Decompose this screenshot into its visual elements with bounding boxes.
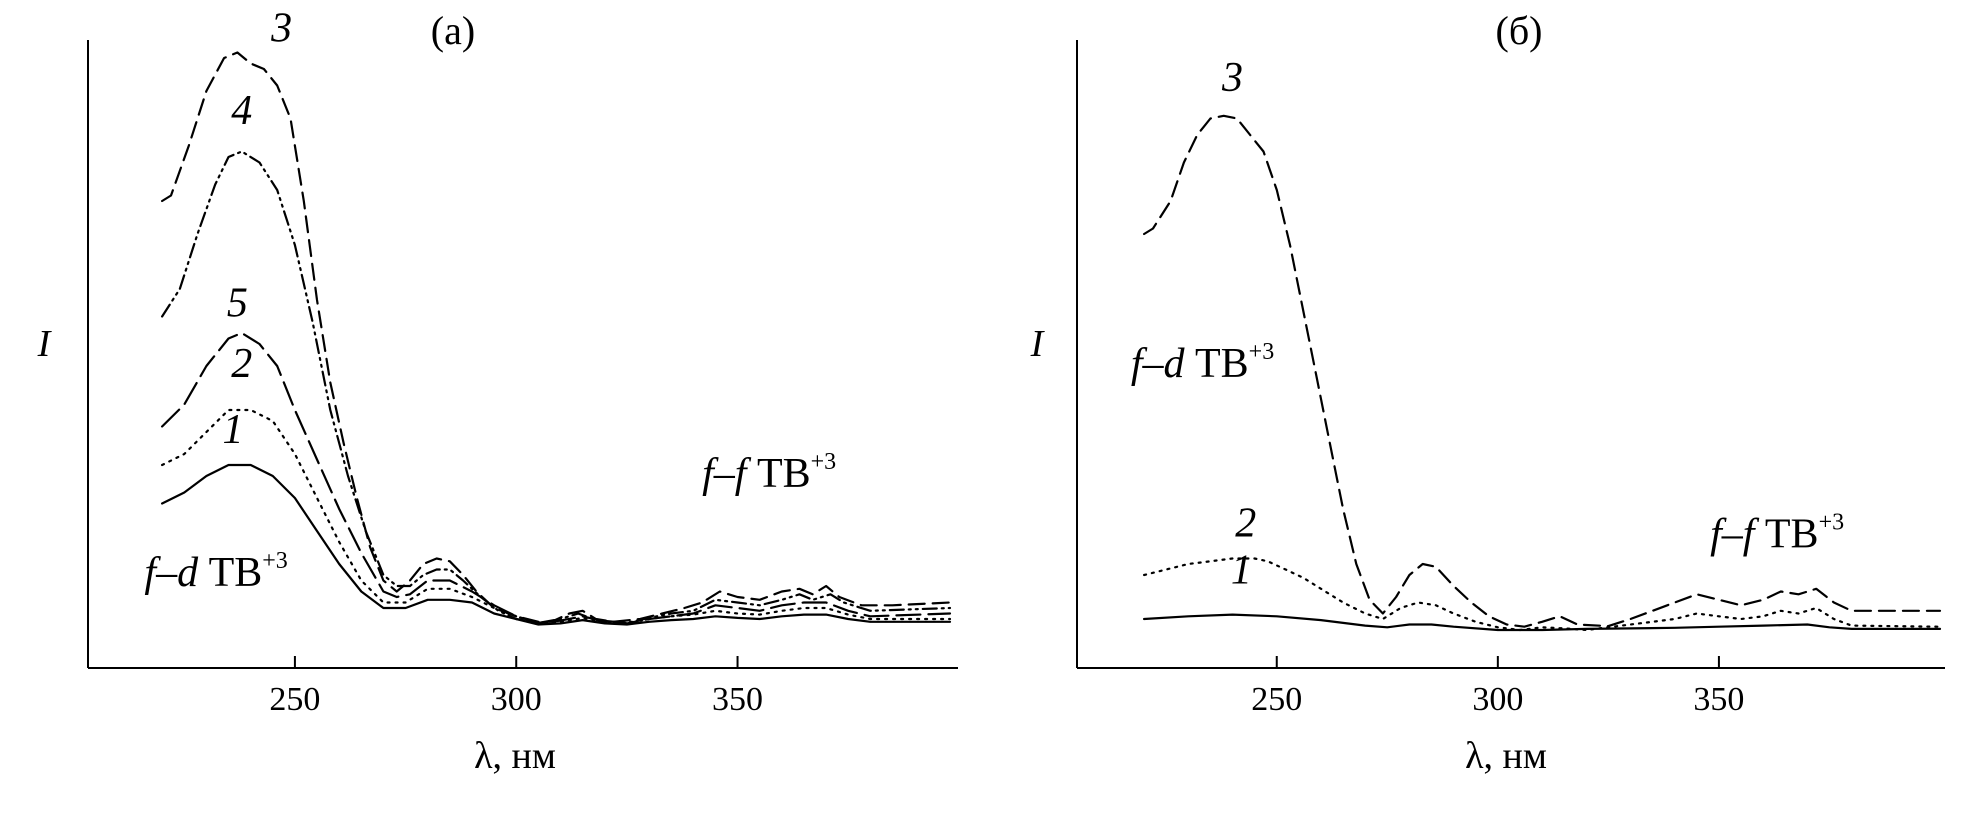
x-tick-label: 250 [269, 681, 320, 718]
series-2-line [1143, 557, 1942, 632]
panel-a-title: (а) [431, 8, 475, 53]
annotation-fd: f–d ТВ+3 [1131, 339, 1274, 387]
series-1-label: 1 [1231, 547, 1252, 593]
panel-a-curves [161, 51, 952, 626]
series-1-line [161, 463, 952, 626]
panel-a-ticks: 250 300 350 [269, 656, 763, 718]
panel-b-ticks: 250 300 350 [1251, 656, 1744, 718]
panel-b-y-label: I [1030, 323, 1046, 365]
series-3-line [1143, 114, 1942, 628]
annotation-fd: f–d ТВ+3 [144, 548, 287, 596]
series-3-line [161, 51, 952, 623]
annotation-ff: f–f ТВ+3 [702, 449, 836, 497]
series-3-label: 3 [1221, 55, 1243, 101]
panel-a-x-label: λ, нм [474, 735, 556, 777]
x-tick-label: 250 [1251, 681, 1302, 718]
series-5-label: 5 [227, 281, 248, 327]
series-2-label: 2 [1235, 501, 1256, 547]
panel-b-curve-labels: 12 3 [1221, 55, 1256, 593]
annotation-ff: f–f ТВ+3 [1710, 510, 1844, 558]
panel-b-title: (б) [1496, 8, 1543, 53]
series-3-label: 3 [270, 6, 292, 52]
series-5-line [161, 331, 952, 625]
panel-a: (а) I λ, нм 250 300 350 1 2 34 5 f–d ТВ+3 f–f … [37, 6, 958, 777]
x-tick-label: 300 [491, 681, 542, 718]
panel-b-x-label: λ, нм [1465, 735, 1547, 777]
panel-b-curves [1143, 114, 1942, 632]
panel-b: (б) I λ, нм 250 300 350 12 3 f–d ТВ+3 f–f ТВ… [1030, 8, 1945, 777]
series-1-label: 1 [222, 407, 243, 453]
x-tick-label: 350 [1693, 681, 1744, 718]
series-2-label: 2 [231, 341, 252, 387]
x-tick-label: 300 [1472, 681, 1523, 718]
series-2-line [161, 408, 952, 625]
series-4-label: 4 [231, 88, 252, 134]
x-tick-label: 350 [712, 681, 763, 718]
series-1-line [1143, 613, 1942, 632]
panel-a-curve-labels: 1 2 34 5 [222, 6, 292, 454]
panel-a-annotations: f–d ТВ+3 f–f ТВ+3 [144, 449, 836, 596]
panel-a-y-label: I [37, 323, 53, 365]
panel-b-annotations: f–d ТВ+3 f–f ТВ+3 [1131, 339, 1844, 558]
